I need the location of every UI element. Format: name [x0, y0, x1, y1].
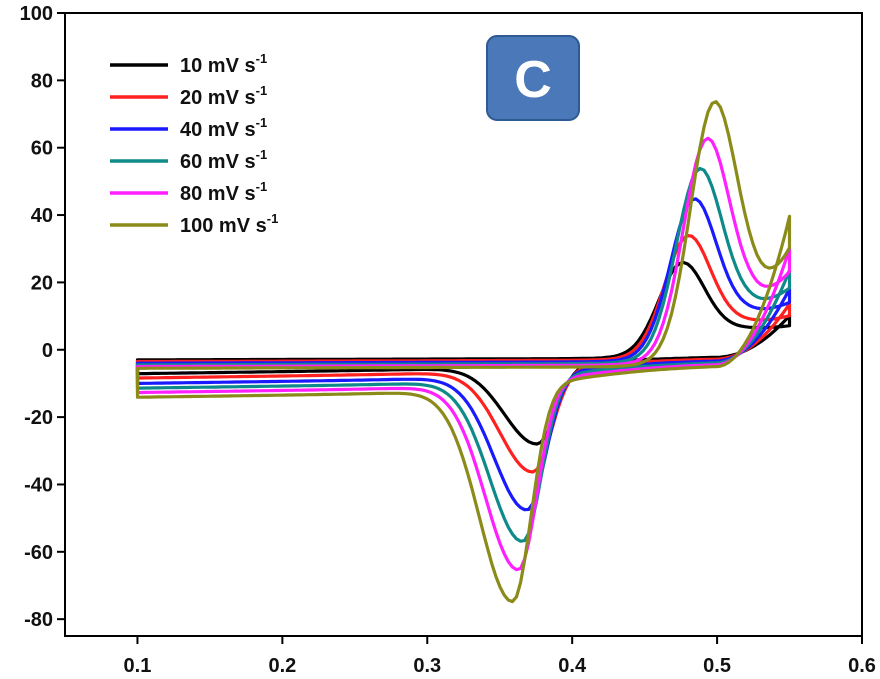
- legend-label: 80 mV s-1: [180, 179, 267, 205]
- x-tick-label: 0.4: [558, 655, 587, 677]
- legend-label: 10 mV s-1: [180, 51, 267, 77]
- panel-label-box: [486, 35, 580, 121]
- legend-label-superscript: -1: [256, 51, 268, 66]
- axes: 0.1 0.2 0.3 0.4 0.5 0.6 -80 -60 -40 -20 0 20 40 60 80 1…: [20, 3, 876, 677]
- legend-label-main: 80 mV s: [180, 183, 256, 205]
- legend-label-superscript: -1: [267, 211, 279, 226]
- plot-area: [135, 100, 792, 604]
- y-tick-label: 100: [20, 3, 53, 25]
- series-line-6: [135, 100, 792, 604]
- panel-label-text: C: [514, 51, 552, 109]
- legend: 10 mV s-120 mV s-140 mV s-160 mV s-180 m…: [110, 51, 278, 237]
- x-tick-label: 0.2: [268, 655, 296, 677]
- legend-label-main: 20 mV s: [180, 87, 256, 109]
- plot-frame: [64, 12, 863, 637]
- y-tick-label: -60: [24, 542, 53, 564]
- legend-label-superscript: -1: [256, 179, 268, 194]
- legend-label-main: 60 mV s: [180, 151, 256, 173]
- x-tick-label: 0.1: [124, 655, 152, 677]
- y-tick-label: -80: [24, 609, 53, 631]
- legend-label: 40 mV s-1: [180, 115, 267, 141]
- x-tick-label: 0.6: [848, 655, 876, 677]
- legend-label: 20 mV s-1: [180, 83, 267, 109]
- panel-label-badge: C: [486, 35, 580, 121]
- y-tick-label: 0: [42, 340, 53, 362]
- y-tick-label: 80: [31, 70, 53, 92]
- x-tick-label: 0.5: [703, 655, 731, 677]
- y-tick-label: 40: [31, 205, 53, 227]
- legend-label-main: 10 mV s: [180, 55, 256, 77]
- y-tick-label: -20: [24, 407, 53, 429]
- y-tick-label: 20: [31, 272, 53, 294]
- legend-label-superscript: -1: [256, 147, 268, 162]
- legend-label: 60 mV s-1: [180, 147, 267, 173]
- series-line-1: [135, 260, 792, 446]
- legend-label-main: 40 mV s: [180, 119, 256, 141]
- x-tick-label: 0.3: [413, 655, 441, 677]
- legend-label-superscript: -1: [256, 115, 268, 130]
- legend-label-superscript: -1: [256, 83, 268, 98]
- series-line-2: [135, 234, 792, 474]
- legend-label-main: 100 mV s: [180, 215, 267, 237]
- y-tick-label: -40: [24, 474, 53, 496]
- legend-label: 100 mV s-1: [180, 211, 278, 237]
- y-tick-label: 60: [31, 138, 53, 160]
